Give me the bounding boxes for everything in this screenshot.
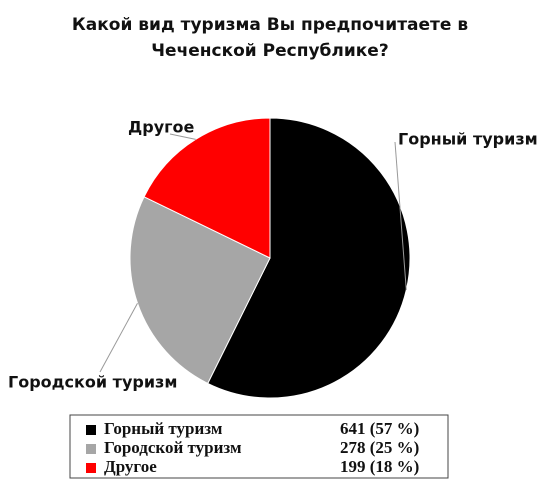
legend-swatch [86,444,96,454]
legend-box [69,414,449,479]
leader-line [169,133,196,140]
legend-swatch [86,425,96,435]
leader-line [99,302,138,373]
slice-label: Городской туризм [8,373,177,392]
slice-label: Другое [128,118,194,137]
legend-label: Горный туризм [104,419,223,438]
pie-slice [143,117,271,259]
slice-label: Горный туризм [398,130,538,149]
legend-label: Городской туризм [104,438,242,457]
legend-value: 199 (18 %) [340,457,419,476]
chart-title: Какой вид туризма Вы предпочитаете в Чеч… [71,15,469,61]
legend-value: 278 (25 %) [340,438,419,457]
leader-line [394,141,407,291]
legend-label: Другое [104,457,157,476]
pie-slice [129,196,271,385]
legend-swatch [86,463,96,473]
legend-value: 641 (57 %) [340,419,419,438]
